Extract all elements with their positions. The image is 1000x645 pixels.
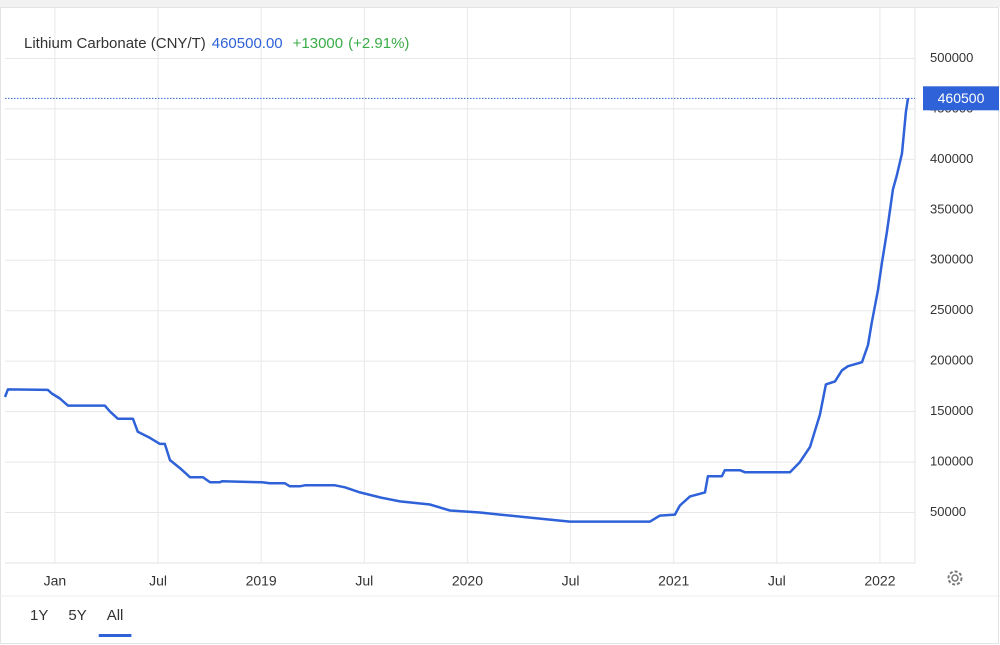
change-pct: (+2.91%): [348, 35, 409, 52]
x-tick-label: Jul: [149, 573, 167, 589]
y-tick-label: 100000: [930, 454, 973, 469]
x-tick-label: Jul: [562, 573, 580, 589]
y-tick-label: 150000: [930, 403, 973, 418]
price: 460500.00: [212, 35, 283, 52]
gear-hub[interactable]: [951, 574, 959, 582]
settings-button[interactable]: [947, 570, 963, 586]
chart-header: Lithium Carbonate (CNY/T) 460500.00 +13000…: [24, 35, 409, 52]
top-band: [0, 0, 1000, 7]
change: +13000: [293, 35, 343, 52]
last-value-badge: [923, 86, 999, 111]
gear-teeth[interactable]: [947, 570, 963, 586]
grid: [5, 8, 916, 564]
y-tick-label: 400000: [930, 151, 973, 166]
range-button[interactable]: All: [107, 607, 124, 624]
y-tick-label: 200000: [930, 353, 973, 368]
y-tick-label: 250000: [930, 302, 973, 317]
range-buttons: 1Y 5Y All: [30, 607, 132, 637]
x-tick-label: 2022: [864, 573, 895, 589]
plot-area: [3, 97, 915, 523]
last-value-label: 460500: [938, 90, 985, 106]
y-tick-label: 500000: [930, 50, 973, 65]
frame: [0, 7, 999, 644]
chart-title: Lithium Carbonate (CNY/T): [24, 35, 206, 52]
range-button[interactable]: 5Y: [68, 607, 86, 624]
series-line: [3, 98, 910, 523]
x-tick-label: 2020: [452, 573, 483, 589]
active-range-underline: [98, 634, 132, 637]
y-tick-label: 50000: [930, 504, 966, 519]
x-tick-label: Jul: [355, 573, 373, 589]
x-tick-label: Jul: [768, 573, 786, 589]
axes: 50000 100000 150000 200000 250000 300000 35000…: [44, 50, 999, 589]
y-tick-label: 350000: [930, 201, 973, 216]
range-button[interactable]: 1Y: [30, 607, 48, 624]
y-tick-label: 300000: [930, 252, 973, 267]
x-tick-label: 2019: [246, 573, 277, 589]
x-tick-label: Jan: [44, 573, 67, 589]
x-tick-label: 2021: [658, 573, 689, 589]
